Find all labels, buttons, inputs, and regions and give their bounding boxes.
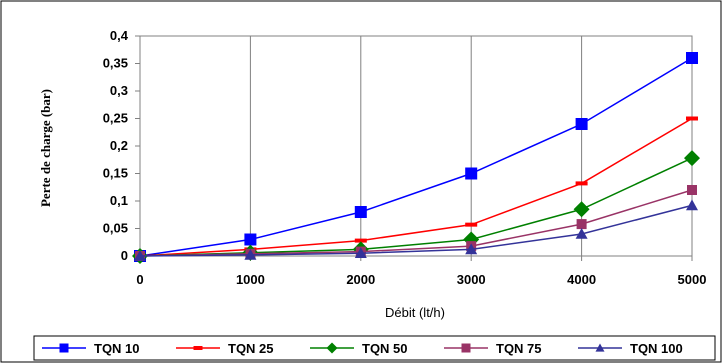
data-point [686,52,698,64]
y-tick-label: 0,35 [103,56,128,71]
legend-label: TQN 25 [228,341,274,356]
x-axis-title: Débit (lt/h) [385,305,445,320]
x-tick-label: 0 [136,272,143,287]
data-point [575,181,588,186]
data-point [576,219,587,230]
legend-label: TQN 50 [362,341,408,356]
legend-marker [193,346,203,350]
y-tick-label: 0,05 [103,221,128,236]
legend-marker [59,343,69,353]
data-point [573,201,590,218]
x-tick-label: 1000 [236,272,265,287]
legend-entry-4: TQN 75 [444,341,542,356]
data-point [244,233,257,246]
data-point [686,199,698,211]
y-tick-label: 0,15 [103,166,128,181]
data-point [575,118,588,130]
legend-label: TQN 75 [496,341,542,356]
series-5 [134,199,698,261]
series-line [139,57,693,257]
legend-entry-5: TQN 100 [578,341,683,356]
y-axis-title: Perte de charge (bar) [38,89,53,207]
x-tick-label: 4000 [567,272,596,287]
data-point [687,185,697,195]
y-tick-label: 0 [121,248,128,263]
legend-entry-3: TQN 50 [310,341,408,356]
data-point [354,238,367,243]
x-tick-label: 2000 [346,272,375,287]
y-tick-label: 0,1 [110,193,128,208]
legend-marker [461,343,471,353]
series-lines [132,52,700,264]
data-point [465,222,478,227]
series-line [139,157,693,257]
x-tick-label: 3000 [457,272,486,287]
legend-label: TQN 100 [630,341,683,356]
legend-marker [326,342,338,354]
series-line [139,204,693,257]
series-line [139,117,693,257]
y-tick-label: 0,3 [110,83,128,98]
data-point [575,228,588,239]
y-tick-label: 0,25 [103,111,128,126]
data-point [354,206,367,218]
series-3 [132,150,700,264]
legend-entry-1: TQN 10 [42,341,140,356]
legend-entry-2: TQN 25 [176,341,274,356]
data-point [684,150,700,167]
data-point [354,247,367,259]
data-point [465,243,478,255]
y-tick-label: 0,4 [110,28,129,43]
x-tick-label: 5000 [678,272,707,287]
legend-marker [595,343,605,352]
series-line [139,189,693,257]
data-point [244,248,257,260]
legend-label: TQN 10 [94,341,140,356]
legend: TQN 10 TQN 25 TQN 50 TQN 75 TQN 100 [33,335,716,361]
data-point [465,167,478,180]
y-tick-label: 0,2 [110,138,128,153]
data-point [686,116,698,121]
axes: 0 0,05 0,1 0,15 0,2 0,25 0,3 0,35 0,4 0 1000 2000 30… [103,28,707,287]
data-point [134,250,146,261]
